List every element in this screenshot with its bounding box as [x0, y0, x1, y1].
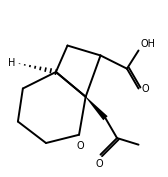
Text: O: O — [95, 159, 103, 169]
Text: H: H — [8, 58, 15, 68]
Text: O: O — [141, 84, 149, 94]
Polygon shape — [85, 96, 108, 120]
Text: OH: OH — [140, 39, 155, 49]
Text: O: O — [76, 141, 84, 151]
